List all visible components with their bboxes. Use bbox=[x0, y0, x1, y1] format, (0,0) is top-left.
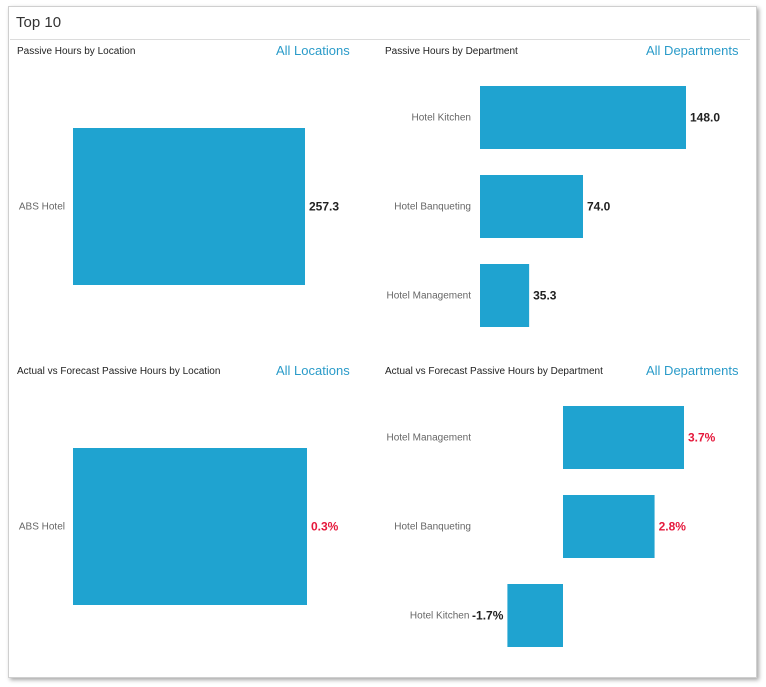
value-label-hotel-management: 3.7% bbox=[688, 431, 716, 445]
chart-avf-department: Hotel Management 3.7% Hotel Banqueting 2.8%… bbox=[387, 406, 716, 647]
value-label-hotel-kitchen: -1.7% bbox=[472, 609, 504, 623]
avf-department-filter-link[interactable]: All Departments bbox=[646, 363, 739, 378]
panel-title-avf-location: Actual vs Forecast Passive Hours by Loca… bbox=[17, 366, 221, 377]
category-label-hotel-banqueting: Hotel Banqueting bbox=[394, 522, 471, 533]
value-label-hotel-banqueting: 74.0 bbox=[587, 200, 611, 214]
value-label-abs-hotel: 257.3 bbox=[309, 200, 339, 214]
category-label-hotel-kitchen: Hotel Kitchen bbox=[412, 113, 471, 124]
category-label-abs-hotel: ABS Hotel bbox=[19, 202, 65, 213]
bar-abs-hotel[interactable] bbox=[73, 128, 305, 285]
department-filter-link[interactable]: All Departments bbox=[646, 43, 739, 58]
bar-hotel-banqueting[interactable] bbox=[480, 175, 583, 238]
category-label-hotel-kitchen: Hotel Kitchen bbox=[410, 611, 469, 622]
value-label-hotel-kitchen: 148.0 bbox=[690, 111, 720, 125]
chart-passive-hours-location: ABS Hotel 257.3 bbox=[19, 128, 339, 285]
panel-title-location: Passive Hours by Location bbox=[17, 46, 136, 57]
chart-avf-location: ABS Hotel 0.3% bbox=[19, 448, 339, 605]
panel-title-department: Passive Hours by Department bbox=[385, 46, 518, 57]
widget-title: Top 10 bbox=[16, 14, 62, 31]
value-label-hotel-banqueting: 2.8% bbox=[659, 520, 687, 534]
bar-hotel-management[interactable] bbox=[563, 406, 684, 469]
chart-passive-hours-department: Hotel Kitchen 148.0 Hotel Banqueting 74.0 Ho… bbox=[387, 86, 720, 327]
bar-hotel-kitchen[interactable] bbox=[507, 584, 563, 647]
avf-location-filter-link[interactable]: All Locations bbox=[276, 363, 350, 378]
header-divider bbox=[10, 39, 750, 40]
category-label-abs-hotel: ABS Hotel bbox=[19, 522, 65, 533]
panel-title-avf-department: Actual vs Forecast Passive Hours by Depa… bbox=[385, 366, 603, 377]
bar-hotel-banqueting[interactable] bbox=[563, 495, 655, 558]
category-label-hotel-management: Hotel Management bbox=[387, 291, 472, 302]
value-label-abs-hotel: 0.3% bbox=[311, 520, 339, 534]
bar-hotel-kitchen[interactable] bbox=[480, 86, 686, 149]
bar-hotel-management[interactable] bbox=[480, 264, 530, 327]
category-label-hotel-management: Hotel Management bbox=[387, 433, 472, 444]
bar-abs-hotel[interactable] bbox=[73, 448, 307, 605]
location-filter-link[interactable]: All Locations bbox=[276, 43, 350, 58]
category-label-hotel-banqueting: Hotel Banqueting bbox=[394, 202, 471, 213]
value-label-hotel-management: 35.3 bbox=[533, 289, 557, 303]
